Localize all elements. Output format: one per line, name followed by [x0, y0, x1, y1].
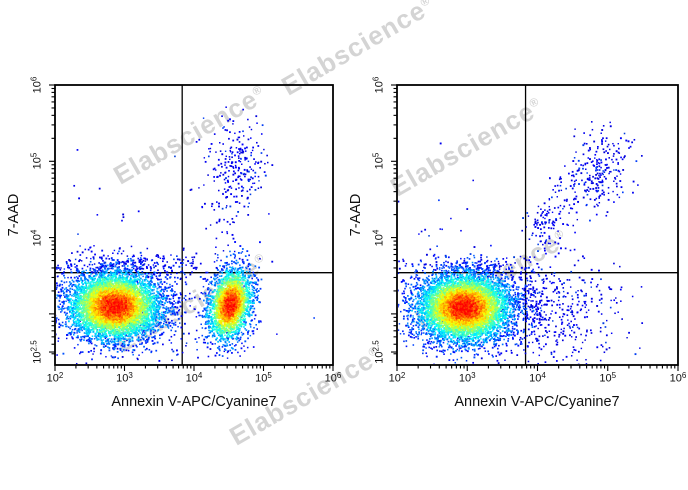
flow-cytometry-figure: Elabscience®Elabscience®Elabscience®Elab…	[0, 0, 688, 490]
scatter-density-canvas	[0, 0, 688, 490]
